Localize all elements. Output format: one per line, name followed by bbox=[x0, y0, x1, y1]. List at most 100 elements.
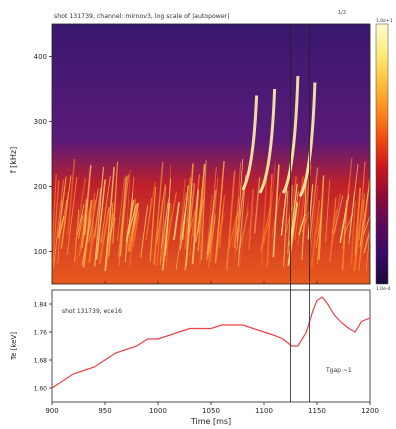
spectrogram-streak bbox=[179, 192, 187, 239]
spectrogram-streak bbox=[156, 184, 166, 244]
spectrogram-streak bbox=[359, 189, 369, 247]
spectrogram-streak bbox=[76, 204, 85, 235]
te-x-axis: 900 950 1000 1050 1100 1150 1200 bbox=[45, 281, 379, 415]
spectrogram-streak bbox=[100, 175, 111, 244]
spectrogram-streak bbox=[179, 178, 186, 242]
spectrogram-streak bbox=[236, 185, 245, 251]
te-ylabel: Te [keV] bbox=[10, 332, 18, 361]
spectrogram-streak bbox=[77, 214, 84, 239]
spectrogram-streak bbox=[182, 185, 189, 240]
spectrogram-streak bbox=[365, 228, 370, 271]
te-annotation: shot 131739, ece16 bbox=[62, 308, 122, 315]
spectrogram-streak bbox=[244, 212, 254, 246]
spectrogram-streak bbox=[287, 184, 293, 254]
spectrogram-streak bbox=[199, 182, 206, 265]
spectrogram-streak bbox=[331, 209, 338, 234]
spectrogram-streak bbox=[260, 207, 271, 251]
spectrogram-streak bbox=[124, 170, 131, 260]
spectrogram-streak bbox=[308, 167, 319, 242]
colorbar: 1.0e+1 1.0e-4 bbox=[375, 18, 393, 292]
spectrogram-streak bbox=[184, 182, 196, 271]
spectrogram-streak bbox=[205, 194, 213, 262]
spectrogram-streak bbox=[85, 192, 96, 252]
spectrogram-streak bbox=[201, 160, 207, 260]
spectrogram-streak bbox=[329, 197, 337, 263]
spectrogram-streak bbox=[127, 218, 138, 253]
spectrogram-streak bbox=[325, 179, 331, 242]
te-plot-area bbox=[51, 289, 371, 403]
spectrogram-streak bbox=[166, 203, 172, 262]
te-y-axis: 1.60 1.68 1.76 1.84 bbox=[34, 302, 52, 393]
spectrogram-streak bbox=[145, 197, 153, 240]
spectrogram-streak bbox=[291, 191, 299, 235]
spectrogram-streak bbox=[237, 175, 247, 266]
spectrogram-streak bbox=[83, 165, 92, 236]
spectrogram-streak bbox=[112, 161, 119, 244]
spectrogram-streak bbox=[74, 177, 87, 242]
spectrogram-streak bbox=[104, 166, 115, 271]
te-y-tick-label: 1.76 bbox=[34, 330, 48, 337]
spectrogram-streak bbox=[57, 176, 67, 239]
spectrogram-streak bbox=[350, 200, 357, 266]
te-x-tick-label: 1050 bbox=[202, 407, 220, 415]
colorbar-bar bbox=[375, 23, 389, 285]
spectrogram-streak bbox=[118, 174, 130, 266]
spectrogram-streak bbox=[219, 195, 226, 248]
spectrogram-streak bbox=[348, 191, 356, 244]
spectrogram-streak bbox=[116, 177, 125, 242]
spectrogram-streak bbox=[289, 183, 298, 246]
te-x-tick-label: 1000 bbox=[149, 407, 167, 415]
te-y-tick-label: 1.84 bbox=[34, 302, 48, 309]
spectrogram-streak bbox=[209, 177, 219, 262]
spectrogram-streak bbox=[149, 186, 157, 262]
spectrogram-streak bbox=[97, 215, 106, 252]
colorbar-top-label: 1.0e+1 bbox=[376, 18, 393, 24]
spectrogram-streak bbox=[159, 186, 167, 266]
chirp-feature bbox=[281, 75, 300, 194]
spectrogram-streak bbox=[316, 207, 322, 234]
spectrogram-y-tick-label: 200 bbox=[34, 183, 47, 191]
te-x-tick-label: 900 bbox=[45, 407, 58, 415]
spectrogram-streak bbox=[161, 202, 171, 271]
spectrogram-streak bbox=[52, 180, 60, 264]
spectrogram-streak bbox=[160, 197, 170, 249]
spectrogram-streak bbox=[267, 162, 276, 243]
spectrogram-streak bbox=[153, 162, 164, 265]
spectrogram-streak bbox=[175, 211, 186, 270]
spectrogram-streak bbox=[363, 227, 370, 254]
spectrogram-streak bbox=[53, 179, 64, 268]
chirp-feature bbox=[258, 88, 277, 194]
te-x-tick-label: 1100 bbox=[255, 407, 273, 415]
spectrogram-ylabel: f [kHz] bbox=[9, 147, 18, 173]
spectrogram-streak bbox=[133, 210, 140, 247]
spectrogram-streak bbox=[248, 188, 255, 250]
spectrogram-streak bbox=[206, 212, 213, 258]
spectrogram-streak bbox=[341, 183, 350, 272]
vertical-markers bbox=[290, 24, 310, 402]
spectrogram-streak bbox=[98, 207, 110, 265]
spectrogram-streak bbox=[189, 218, 195, 256]
te-x-tick-label: 1200 bbox=[361, 407, 379, 415]
spectrogram-streak bbox=[191, 189, 200, 265]
spectrogram-y-axis: 100 200 300 400 bbox=[34, 53, 52, 256]
spectrogram-streak bbox=[330, 193, 341, 249]
spectrogram-streak bbox=[260, 177, 268, 266]
spectrogram-streak bbox=[75, 207, 86, 267]
te-annotation-tgap: Tgap ~1 bbox=[325, 367, 352, 374]
spectrogram-streak bbox=[216, 206, 224, 257]
spectrogram-streak bbox=[333, 195, 344, 235]
spectrogram-y-tick-label: 300 bbox=[34, 118, 47, 126]
spectrogram-streak bbox=[266, 173, 273, 268]
spectrogram-y-tick-label: 100 bbox=[34, 248, 47, 256]
te-marks bbox=[52, 296, 370, 389]
spectrogram-streak bbox=[234, 162, 241, 259]
spectrogram-streak bbox=[117, 175, 128, 258]
spectrogram-streak bbox=[263, 217, 271, 244]
spectrogram-streak bbox=[52, 174, 57, 254]
spectrogram-streak bbox=[206, 189, 217, 256]
spectrogram-streak bbox=[310, 185, 319, 248]
spectrogram-streak bbox=[106, 217, 116, 244]
spectrogram-panel: shot 131739, channel: mirnov3, log scale… bbox=[9, 10, 393, 292]
spectrogram-streak bbox=[354, 187, 362, 256]
